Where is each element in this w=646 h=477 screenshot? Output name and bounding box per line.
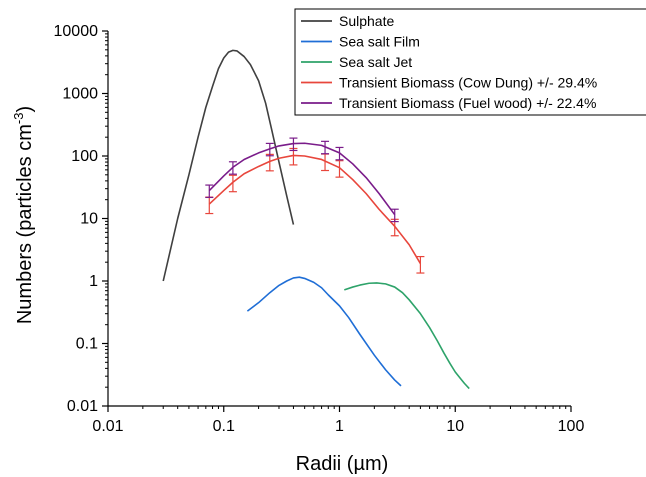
error-bar <box>335 160 344 178</box>
series-line <box>344 282 470 390</box>
series-4 <box>205 137 399 223</box>
series-2 <box>344 282 470 390</box>
y-axis-title-main: Numbers (particles cm <box>14 124 36 324</box>
error-bar <box>321 140 330 155</box>
legend-label: Transient Biomass (Fuel wood) +/- 22.4% <box>339 95 596 111</box>
y-tick-label: 100 <box>71 148 98 165</box>
error-bar <box>265 142 274 157</box>
x-tick-label: 1 <box>335 418 344 435</box>
y-tick-label: 10000 <box>54 23 99 40</box>
legend-label: Sea salt Jet <box>339 54 412 70</box>
series-layer <box>162 49 470 390</box>
y-axis-title-close: ) <box>14 106 36 113</box>
series-line <box>246 276 402 387</box>
series-line <box>208 154 422 264</box>
x-tick-label: 100 <box>558 418 585 435</box>
error-bar <box>228 174 237 193</box>
x-tick-label: 0.01 <box>92 418 123 435</box>
legend-box <box>294 8 646 116</box>
y-axis-title-superscript: -3 <box>11 113 26 125</box>
error-bar <box>416 255 425 274</box>
x-tick-label: 0.1 <box>213 418 235 435</box>
series-1 <box>246 276 402 387</box>
y-tick-label: 1000 <box>62 86 98 103</box>
x-axis-title: Radii (µm) <box>296 453 389 475</box>
x-tick-label: 10 <box>446 418 464 435</box>
axes: 0.01 0.1 1 10 100 0.01 0.1 1 10 100 1000 10000 <box>54 23 585 435</box>
series-0 <box>162 49 295 282</box>
error-bar <box>289 137 298 152</box>
y-axis-title: Numbers (particles cm-3) <box>11 106 36 324</box>
legend-label: Transient Biomass (Cow Dung) +/- 29.4% <box>339 75 597 91</box>
error-bar <box>335 146 344 161</box>
series-line <box>162 49 295 282</box>
error-bar <box>205 184 214 199</box>
legend-label: Sulphate <box>339 13 394 29</box>
error-bar <box>228 161 237 175</box>
y-tick-label: 0.01 <box>67 398 98 415</box>
legend: Sulphate Sea salt Film Sea salt Jet Transie… <box>294 8 646 116</box>
y-tick-label: 10 <box>80 211 98 228</box>
legend-label: Sea salt Film <box>339 34 420 50</box>
error-bar <box>390 208 399 223</box>
y-tick-label: 0.1 <box>76 336 98 353</box>
y-tick-label: 1 <box>89 273 98 290</box>
